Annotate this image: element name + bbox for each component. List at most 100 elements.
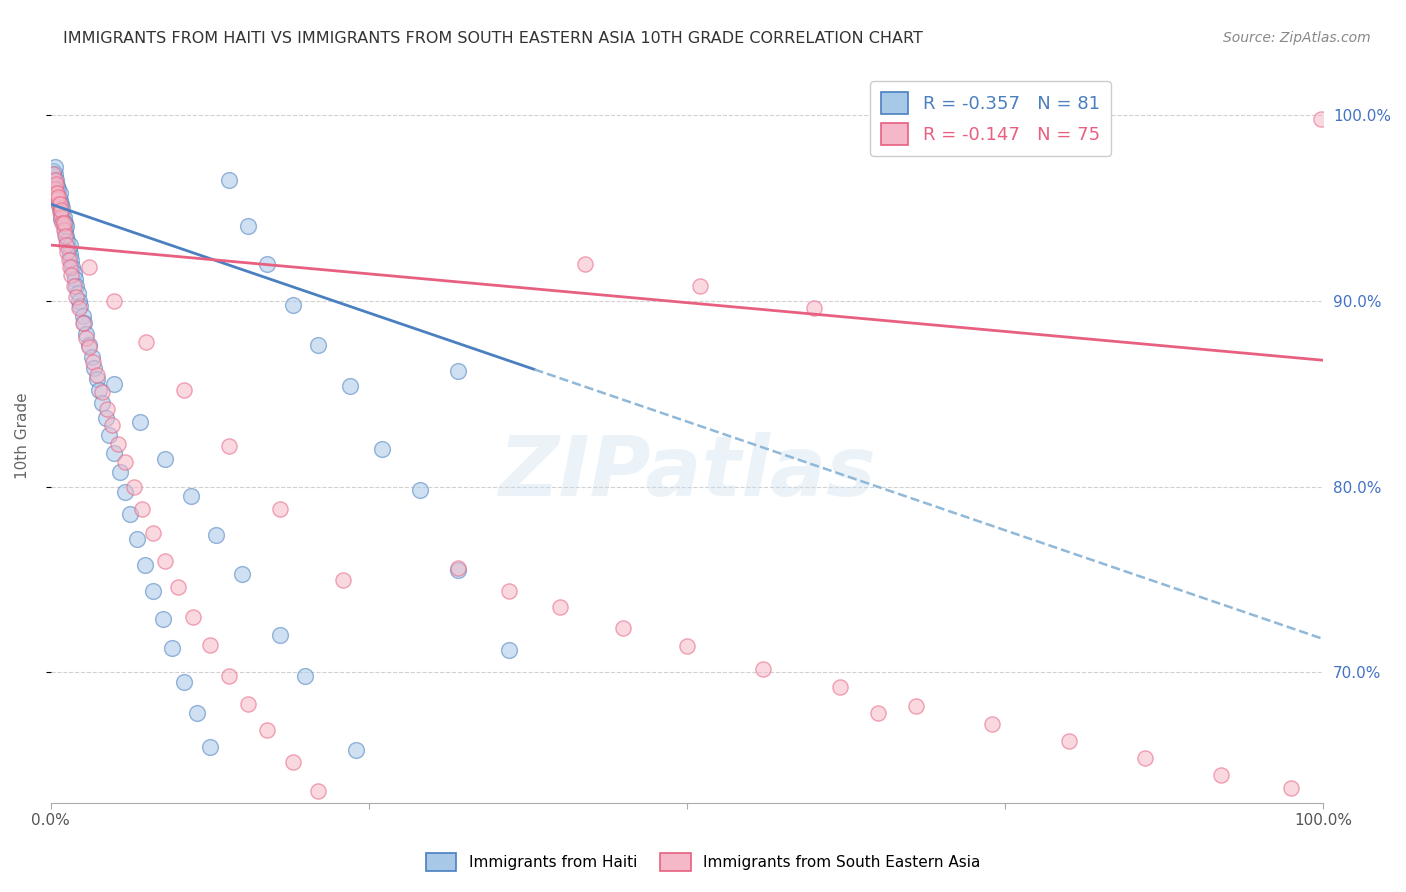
- Point: [59, 238, 82, 252]
- Point: [82, 355, 104, 369]
- Point: [370, 442, 392, 457]
- Point: [45, 177, 67, 191]
- Point: [1057, 734, 1080, 748]
- Point: [548, 600, 571, 615]
- Point: [52, 210, 75, 224]
- Point: [256, 257, 278, 271]
- Point: [46, 192, 69, 206]
- Point: [46, 186, 69, 200]
- Legend: R = -0.357   N = 81, R = -0.147   N = 75: R = -0.357 N = 81, R = -0.147 N = 75: [870, 81, 1111, 156]
- Point: [205, 528, 228, 542]
- Point: [42, 163, 65, 178]
- Point: [77, 340, 100, 354]
- Y-axis label: 10th Grade: 10th Grade: [15, 392, 30, 479]
- Point: [62, 279, 84, 293]
- Point: [72, 309, 94, 323]
- Point: [409, 483, 432, 498]
- Point: [866, 706, 889, 721]
- Point: [48, 197, 70, 211]
- Point: [75, 327, 97, 342]
- Point: [69, 299, 91, 313]
- Point: [58, 252, 80, 267]
- Point: [142, 583, 165, 598]
- Point: [86, 368, 108, 383]
- Point: [574, 257, 596, 271]
- Point: [42, 168, 65, 182]
- Point: [48, 194, 70, 208]
- Point: [52, 216, 75, 230]
- Point: [269, 502, 291, 516]
- Point: [65, 279, 87, 293]
- Point: [135, 334, 157, 349]
- Point: [160, 641, 183, 656]
- Point: [45, 173, 67, 187]
- Point: [108, 465, 131, 479]
- Point: [56, 235, 79, 249]
- Text: IMMIGRANTS FROM HAITI VS IMMIGRANTS FROM SOUTH EASTERN ASIA 10TH GRADE CORRELATI: IMMIGRANTS FROM HAITI VS IMMIGRANTS FROM…: [63, 31, 924, 46]
- Point: [46, 192, 69, 206]
- Point: [339, 379, 361, 393]
- Point: [48, 182, 70, 196]
- Point: [396, 818, 419, 832]
- Point: [53, 216, 76, 230]
- Point: [155, 451, 177, 466]
- Point: [49, 210, 72, 224]
- Point: [48, 197, 70, 211]
- Point: [55, 228, 77, 243]
- Point: [1211, 767, 1233, 781]
- Point: [73, 316, 96, 330]
- Point: [173, 674, 195, 689]
- Point: [77, 260, 100, 275]
- Point: [281, 755, 304, 769]
- Point: [48, 201, 70, 215]
- Text: Source: ZipAtlas.com: Source: ZipAtlas.com: [1223, 31, 1371, 45]
- Point: [52, 216, 75, 230]
- Point: [56, 245, 79, 260]
- Point: [59, 260, 82, 275]
- Point: [905, 698, 928, 713]
- Point: [58, 242, 80, 256]
- Point: [231, 566, 253, 581]
- Point: [48, 204, 70, 219]
- Point: [66, 286, 89, 301]
- Point: [90, 396, 112, 410]
- Point: [80, 350, 103, 364]
- Point: [59, 247, 82, 261]
- Point: [45, 182, 67, 196]
- Point: [101, 418, 124, 433]
- Point: [83, 360, 105, 375]
- Point: [1133, 751, 1156, 765]
- Point: [828, 681, 851, 695]
- Point: [52, 223, 75, 237]
- Point: [90, 384, 112, 399]
- Point: [49, 197, 72, 211]
- Point: [51, 201, 73, 215]
- Point: [676, 640, 699, 654]
- Point: [198, 739, 221, 754]
- Point: [44, 182, 66, 196]
- Point: [339, 818, 361, 832]
- Point: [48, 190, 70, 204]
- Point: [72, 316, 94, 330]
- Point: [142, 526, 165, 541]
- Point: [48, 186, 70, 200]
- Point: [689, 279, 711, 293]
- Point: [152, 611, 174, 625]
- Point: [409, 885, 432, 892]
- Point: [46, 186, 69, 200]
- Point: [67, 301, 90, 316]
- Point: [75, 331, 97, 345]
- Point: [118, 508, 141, 522]
- Point: [498, 583, 520, 598]
- Point: [131, 502, 153, 516]
- Point: [49, 212, 72, 227]
- Point: [63, 271, 86, 285]
- Point: [183, 609, 205, 624]
- Point: [103, 446, 125, 460]
- Point: [447, 364, 470, 378]
- Point: [127, 532, 149, 546]
- Point: [65, 290, 87, 304]
- Point: [236, 219, 259, 234]
- Point: [53, 228, 76, 243]
- Point: [44, 168, 66, 182]
